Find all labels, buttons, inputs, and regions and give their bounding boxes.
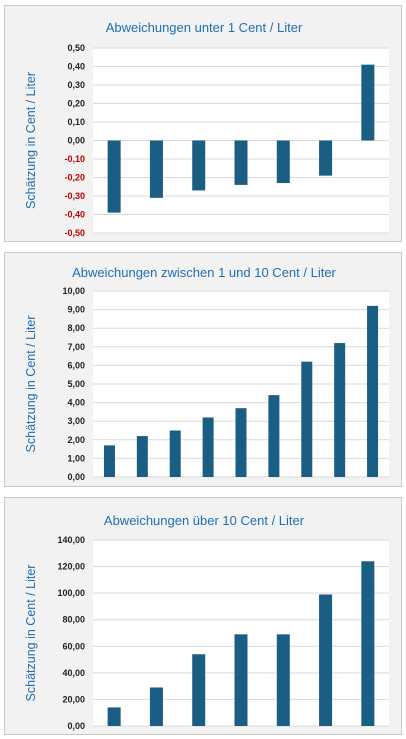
y-tick-label: 2,00 <box>67 435 85 445</box>
chart-panel-3: Abweichungen über 10 Cent / Liter Schätzu… <box>4 497 402 735</box>
chart-title: Abweichungen über 10 Cent / Liter <box>104 513 305 528</box>
bar <box>202 417 214 477</box>
chart-panel-1: Abweichungen unter 1 Cent / Liter Schätzu… <box>4 5 402 242</box>
y-tick-label: 0,10 <box>67 117 85 127</box>
y-tick-label: 40,00 <box>62 668 85 678</box>
bar <box>234 140 248 185</box>
bar <box>107 140 121 213</box>
y-tick-label: 0,40 <box>67 62 85 72</box>
chart-3: Abweichungen über 10 Cent / Liter Schätzu… <box>24 513 389 731</box>
y-tick-label: 7,00 <box>67 342 85 352</box>
y-tick-label: 0,30 <box>67 80 85 90</box>
y-tick-label: 20,00 <box>62 694 85 704</box>
bar <box>361 561 375 726</box>
bar <box>268 395 280 477</box>
y-tick-label: 8,00 <box>67 323 85 333</box>
y-axis-label: Schätzung in Cent / Liter <box>24 565 38 702</box>
y-tick-label: 0,50 <box>67 43 85 53</box>
chart-2: Abweichungen zwischen 1 und 10 Cent / Li… <box>24 265 389 482</box>
y-tick-label: 60,00 <box>62 641 85 651</box>
bar <box>107 707 121 726</box>
y-axis-label: Schätzung in Cent / Liter <box>24 72 38 209</box>
y-tick-label: -0,20 <box>64 173 85 183</box>
y-tick-label: 0,20 <box>67 99 85 109</box>
y-tick-label: -0,50 <box>64 228 85 238</box>
bar <box>361 64 375 141</box>
bar <box>235 408 247 477</box>
y-tick-label: 0,00 <box>67 721 85 731</box>
bar <box>276 140 290 184</box>
bar <box>149 687 163 726</box>
y-tick-label: 9,00 <box>67 305 85 315</box>
bar <box>319 594 333 726</box>
y-tick-label: 10,00 <box>62 286 85 296</box>
bar <box>319 140 333 176</box>
bar <box>276 634 290 726</box>
bar <box>192 654 206 726</box>
y-tick-label: 140,00 <box>57 535 85 545</box>
y-tick-label: 6,00 <box>67 360 85 370</box>
bar <box>367 305 379 477</box>
y-tick-label: 0,00 <box>67 472 85 482</box>
y-tick-label: 0,00 <box>67 136 85 146</box>
chart-panel-2: Abweichungen zwischen 1 und 10 Cent / Li… <box>4 252 402 487</box>
chart-title: Abweichungen unter 1 Cent / Liter <box>106 20 303 35</box>
bar <box>334 343 346 477</box>
bar <box>234 634 248 726</box>
y-tick-label: -0,30 <box>64 191 85 201</box>
bar <box>136 436 148 477</box>
y-tick-label: 5,00 <box>67 379 85 389</box>
y-tick-label: 100,00 <box>57 588 85 598</box>
y-tick-label: -0,40 <box>64 210 85 220</box>
bar <box>169 430 181 477</box>
bar <box>149 140 163 198</box>
y-tick-label: 3,00 <box>67 416 85 426</box>
bar <box>103 445 115 477</box>
y-axis-label: Schätzung in Cent / Liter <box>24 316 38 453</box>
y-tick-label: -0,10 <box>64 154 85 164</box>
y-tick-label: 1,00 <box>67 453 85 463</box>
chart-title: Abweichungen zwischen 1 und 10 Cent / Li… <box>72 265 336 280</box>
chart-1: Abweichungen unter 1 Cent / Liter Schätzu… <box>24 20 389 238</box>
y-tick-label: 4,00 <box>67 398 85 408</box>
y-tick-label: 80,00 <box>62 615 85 625</box>
y-tick-label: 120,00 <box>57 562 85 572</box>
bar <box>301 361 313 477</box>
bar <box>192 140 206 191</box>
